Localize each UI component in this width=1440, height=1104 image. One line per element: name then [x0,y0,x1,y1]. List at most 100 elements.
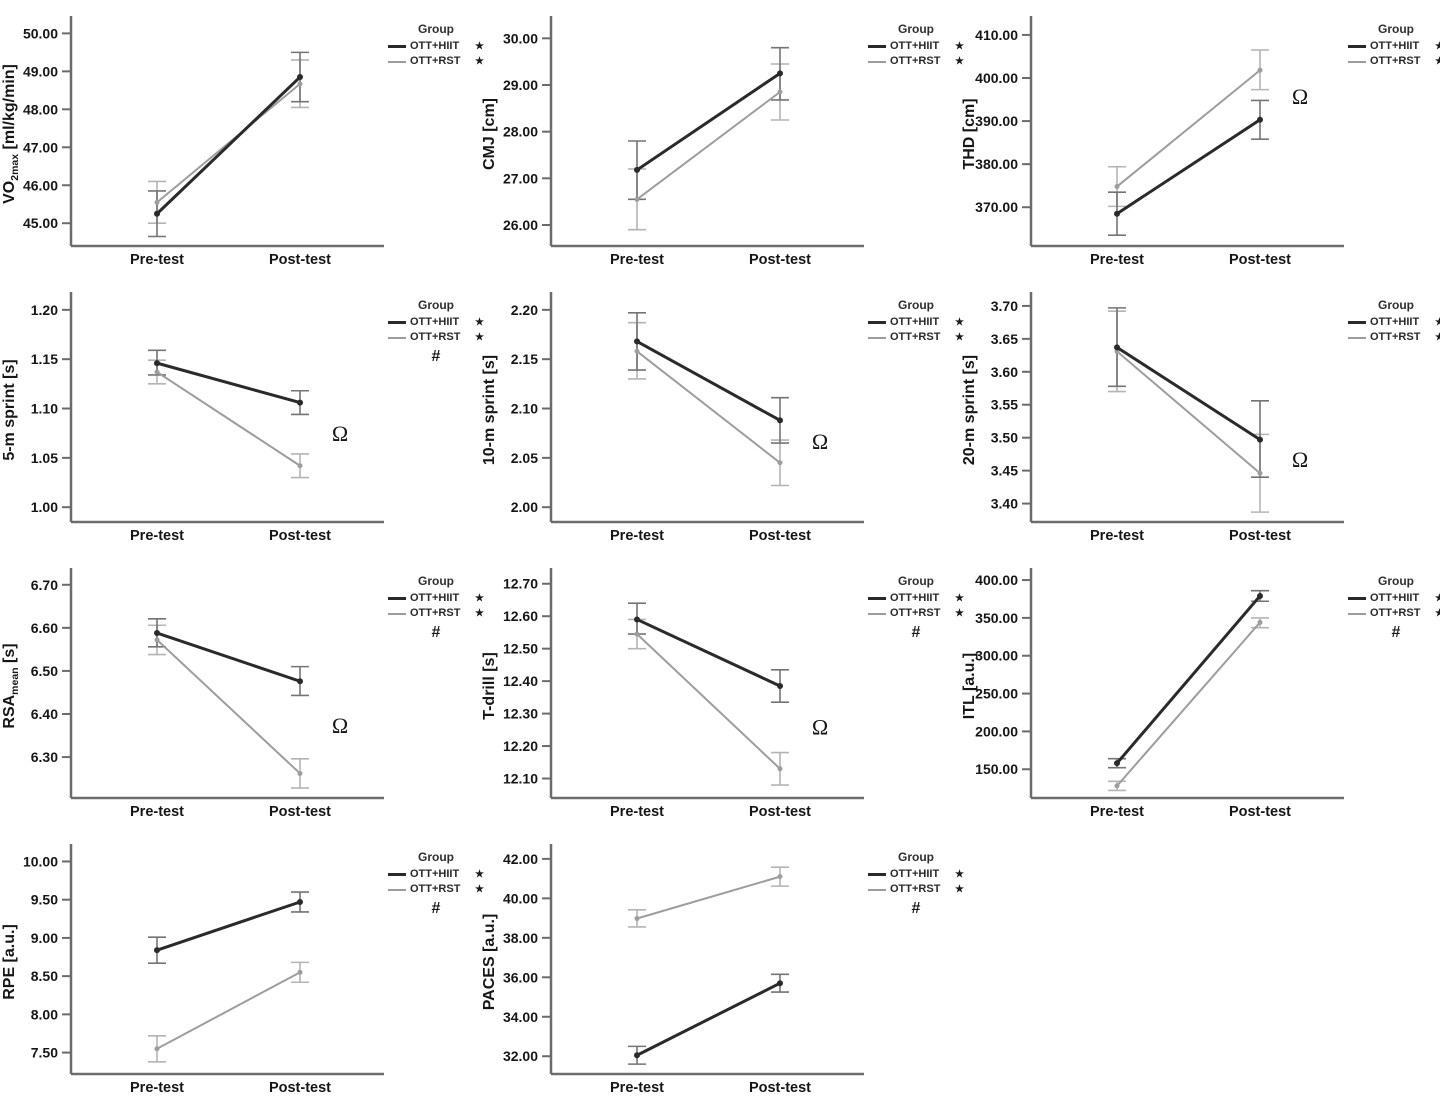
chart-rpe: RPE [a.u.] 7.50 8.00 8.50 9.00 9.50 10.00 Pre-t… [0,828,484,1104]
chart-cmj: CMJ [cm] 26.00 27.00 28.00 29.00 30.00 Pre-tes… [480,0,964,276]
data-point [154,630,160,637]
legend-line-swatch [388,45,406,48]
data-point [634,1052,640,1059]
significance-star: ★ [955,593,964,604]
plot-sprint20m: 20-m sprint [s] 3.40 3.45 3.50 3.55 3.60 3.65 3… [961,292,1344,544]
series-line-ott-rst [1116,621,1261,787]
significance-star: ★ [475,56,484,67]
y-tick-label: 49.00 [23,63,58,79]
y-tick-label: 380.00 [975,156,1018,172]
y-tick-label: 1.20 [31,302,58,318]
y-tick-label: 32.00 [503,1048,538,1064]
x-category-label: Pre-test [1090,804,1144,820]
y-tick-label: 27.00 [503,170,538,186]
data-point [154,199,160,205]
series-line-ott-hiit [1116,346,1261,441]
plot-thd: THD [cm] 370.00 380.00 390.00 400.00 410.00 Pr… [961,16,1344,268]
y-axis-label: PACES [a.u.] [481,914,498,1011]
y-tick-label: 48.00 [23,101,58,117]
legend-line-swatch [1348,60,1366,63]
group-difference-hash: # [431,624,441,641]
data-point [297,678,303,685]
y-tick-label: 3.70 [991,298,1018,314]
y-tick-label: 1.05 [31,450,58,466]
legend-paces: Group OTT+HIIT ★ OTT+RST ★ # [868,850,964,918]
series-line-ott-hiit [636,618,781,688]
legend-label: OTT+HIIT [890,40,940,52]
significance-star: ★ [1435,317,1440,328]
plot-itl: ITL [a.u.] 150.00 200.00 250.00 300.00 350.00… [961,568,1344,820]
y-axis-label: RSAmean [s] [1,643,21,728]
data-point [297,399,303,406]
y-tick-label: 36.00 [503,969,538,985]
legend-entry-ott-rst: OTT+RST ★ [868,54,964,69]
legend-title: Group [898,298,934,312]
chart-sprint10m: 10-m sprint [s] 2.00 2.05 2.10 2.15 2.20 Pre-t… [480,276,964,552]
y-tick-label: 12.40 [503,673,538,689]
group-difference-hash: # [1391,624,1401,641]
data-point [1257,470,1263,476]
data-point [777,460,783,466]
omega-annotation: Ω [812,429,828,454]
y-tick-label: 46.00 [23,177,58,193]
legend-label: OTT+RST [410,607,461,619]
legend-itl: Group OTT+HIIT ★ OTT+RST ★ # [1348,574,1440,642]
series-line-ott-rst [156,971,301,1050]
data-point [154,210,160,217]
y-tick-label: 6.30 [31,749,58,765]
y-tick-label: 40.00 [503,890,538,906]
y-axis-label: ITL [a.u.] [961,653,978,719]
legend-label: OTT+RST [1370,607,1421,619]
legend-label: OTT+RST [410,55,461,67]
y-tick-label: 2.15 [511,351,538,367]
series-line-ott-hiit [1116,118,1261,215]
plot-sprint10m: 10-m sprint [s] 2.00 2.05 2.10 2.15 2.20 Pre-t… [481,292,864,544]
y-tick-label: 400.00 [975,70,1018,86]
series-line-ott-hiit [156,361,301,405]
chart-itl: ITL [a.u.] 150.00 200.00 250.00 300.00 350.00… [960,552,1440,828]
legend-line-swatch [868,60,886,63]
y-tick-label: 10.00 [23,853,58,869]
plot-t_drill: T-drill [s] 12.10 12.20 12.30 12.40 12.50 12.6… [481,568,864,820]
chart-thd: THD [cm] 370.00 380.00 390.00 400.00 410.00 Pr… [960,0,1440,276]
y-tick-label: 3.65 [991,331,1018,347]
series-line-ott-hiit [156,631,301,683]
legend-entry-ott-rst: OTT+RST ★ [868,330,964,345]
legend-label: OTT+RST [890,883,941,895]
y-tick-label: 12.60 [503,608,538,624]
data-point [1114,184,1120,190]
legend-label: OTT+HIIT [410,316,460,328]
y-tick-label: 2.20 [511,302,538,318]
y-tick-label: 38.00 [503,930,538,946]
legend-entry-ott-rst: OTT+RST ★ [388,330,484,345]
legend-entry-ott-rst: OTT+RST ★ [1348,606,1440,621]
legend-entry-ott-hiit: OTT+HIIT ★ [1348,39,1440,54]
x-category-label: Pre-test [610,1080,664,1096]
x-category-label: Post-test [269,252,331,268]
data-point [777,89,783,95]
legend-entry-ott-hiit: OTT+HIIT ★ [388,315,484,330]
omega-annotation: Ω [1292,447,1308,472]
series-line-ott-rst [156,639,301,775]
group-difference-hash: # [431,900,441,917]
data-point [777,417,783,424]
x-category-label: Post-test [749,252,811,268]
legend-title: Group [1378,298,1414,312]
legend-t_drill: Group OTT+HIIT ★ OTT+RST ★ # [868,574,964,642]
chart-paces: PACES [a.u.] 32.00 34.00 36.00 38.00 40.00 42.… [480,828,964,1104]
legend-title: Group [418,850,454,864]
legend-line-swatch [1348,336,1366,339]
plot-paces: PACES [a.u.] 32.00 34.00 36.00 38.00 40.00 42.… [481,844,864,1096]
legend-entry-ott-hiit: OTT+HIIT ★ [1348,591,1440,606]
legend-label: OTT+HIIT [890,868,940,880]
y-tick-label: 2.00 [511,499,538,515]
data-point [634,631,640,637]
data-point [634,338,640,345]
y-tick-label: 34.00 [503,1009,538,1025]
legend-label: OTT+HIIT [1370,592,1420,604]
y-tick-label: 3.60 [991,364,1018,380]
x-category-label: Post-test [269,528,331,544]
y-axis-label: 5-m sprint [s] [1,359,18,460]
legend-title: Group [898,574,934,588]
chart-t_drill: T-drill [s] 12.10 12.20 12.30 12.40 12.50 12.6… [480,552,964,828]
